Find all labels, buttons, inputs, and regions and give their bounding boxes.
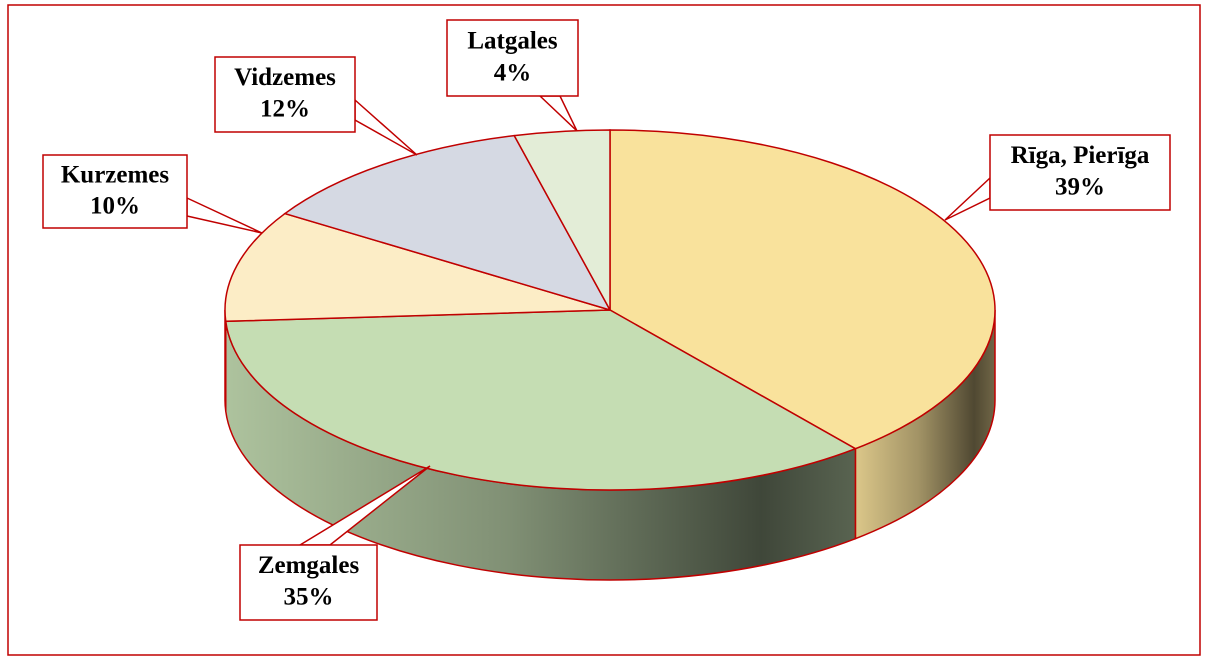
slice <box>609 129 996 450</box>
slice <box>224 309 858 491</box>
slice-value-label: 4% <box>494 59 532 86</box>
callout-box <box>989 134 1171 211</box>
callout-box <box>239 544 378 621</box>
callout-box <box>446 19 579 97</box>
slice-value-label: 12% <box>260 96 310 123</box>
slice <box>283 134 612 312</box>
slice-label: Kurzemes <box>61 162 170 189</box>
slice-label: Zemgales <box>258 552 360 579</box>
callout-box <box>214 56 356 133</box>
slice <box>513 129 611 311</box>
callout-box <box>42 154 188 229</box>
slice-value-label: 10% <box>90 192 140 219</box>
slice <box>224 212 611 323</box>
slice-label: Rīga, Pierīga <box>1011 142 1150 169</box>
slice-value-label: 39% <box>1055 174 1105 201</box>
slice-label: Vidzemes <box>234 64 336 91</box>
slice-label: Latgales <box>467 28 558 55</box>
slice-value-label: 35% <box>284 584 334 611</box>
